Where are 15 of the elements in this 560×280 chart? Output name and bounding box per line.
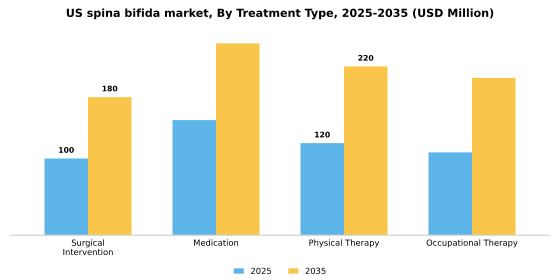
chart-title: US spina bifida market, By Treatment Type, 2025-2035 (USD Million) <box>66 8 494 20</box>
x-tick-label: Medication <box>194 239 238 246</box>
bar <box>216 43 260 236</box>
bar <box>44 158 88 236</box>
bar <box>88 97 132 236</box>
legend-label: 2035 <box>306 268 326 274</box>
x-tick-label: Physical Therapy <box>309 239 380 248</box>
bar <box>300 143 344 236</box>
legend-label: 2025 <box>251 268 271 274</box>
bar <box>472 78 516 236</box>
bar <box>172 120 216 236</box>
x-tick-label: Surgical Intervention <box>63 239 113 256</box>
x-tick-label: Occupational Therapy <box>426 239 518 248</box>
bar <box>344 66 388 236</box>
bar <box>428 152 472 236</box>
